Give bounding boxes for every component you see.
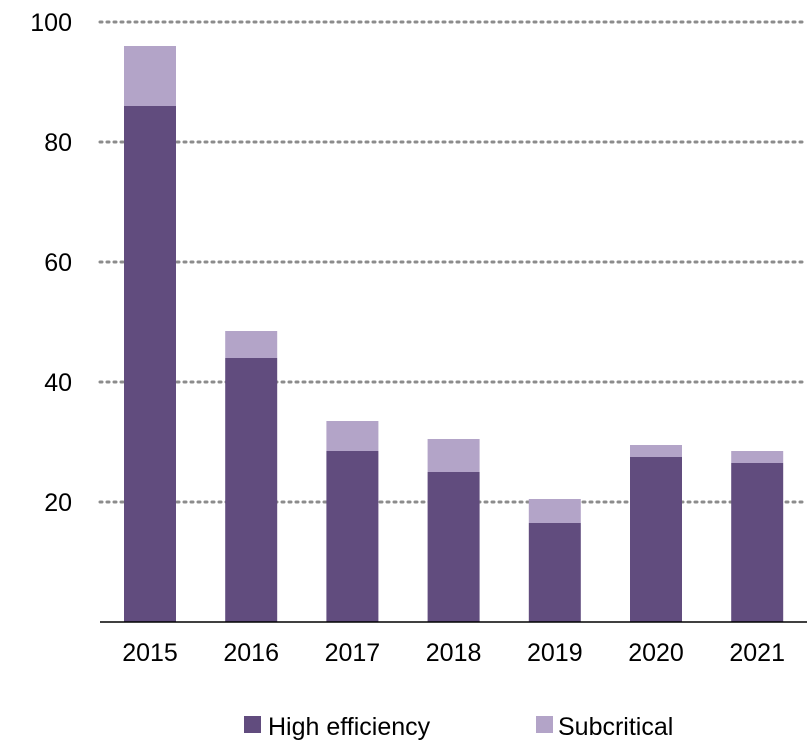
x-tick-label: 2021 (729, 639, 785, 667)
bar-segment-subcritical (427, 439, 480, 472)
bar-segment-subcritical (326, 421, 379, 451)
y-tick-label: 100 (30, 9, 72, 37)
y-tick-label: 80 (44, 129, 72, 157)
bar-segment-subcritical (731, 451, 784, 463)
legend: High efficiency Subcritical (244, 713, 673, 741)
x-tick-label: 2020 (628, 639, 684, 667)
x-tick-label: 2018 (426, 639, 482, 667)
bar-segment-subcritical (528, 499, 581, 523)
bar-segment-high-efficiency (731, 463, 784, 622)
x-tick-label: 2015 (122, 639, 178, 667)
legend-label: High efficiency (268, 713, 431, 741)
bar-segment-high-efficiency (427, 472, 480, 622)
x-tick-label: 2017 (325, 639, 381, 667)
bar-segment-subcritical (225, 331, 278, 358)
x-tick-label: 2019 (527, 639, 583, 667)
bar-segment-high-efficiency (630, 457, 682, 622)
gridlines (98, 20, 807, 504)
bar-segment-high-efficiency (326, 451, 379, 622)
bar-segment-high-efficiency (528, 523, 581, 622)
bar-segment-high-efficiency (124, 106, 176, 622)
y-tick-label: 20 (44, 489, 72, 517)
bar-segment-high-efficiency (225, 358, 278, 622)
legend-label: Subcritical (558, 713, 673, 741)
bars (124, 46, 784, 622)
x-tick-label: 2016 (223, 639, 279, 667)
axes: 20 40 60 80 100 2015 2016 2017 2018 2019 2020 2021 (30, 9, 807, 667)
bar-segment-subcritical (630, 445, 682, 457)
y-tick-label: 60 (44, 249, 72, 277)
y-tick-label: 40 (44, 369, 72, 397)
legend-swatch (536, 716, 553, 733)
legend-swatch (244, 716, 261, 733)
bar-segment-subcritical (124, 46, 176, 106)
